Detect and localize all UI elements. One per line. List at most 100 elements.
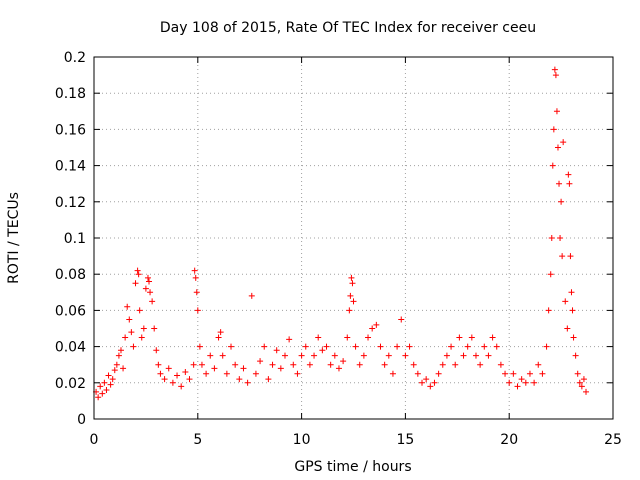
data-point <box>431 379 438 386</box>
data-point <box>174 372 181 379</box>
data-point <box>95 394 102 401</box>
data-point <box>294 370 301 377</box>
data-point <box>559 253 566 260</box>
data-point <box>381 361 388 368</box>
data-point <box>182 368 189 375</box>
data-point <box>142 285 149 292</box>
x-tick-label: 10 <box>293 432 311 448</box>
data-point <box>290 361 297 368</box>
data-point <box>153 347 160 354</box>
data-point <box>489 334 496 341</box>
data-point <box>549 162 556 169</box>
data-point <box>122 334 129 341</box>
data-point <box>493 343 500 350</box>
x-axis-label: GPS time / hours <box>294 459 411 475</box>
data-point <box>115 352 122 359</box>
data-point <box>103 387 110 394</box>
data-point <box>232 361 239 368</box>
data-point <box>554 144 561 151</box>
data-point <box>311 352 318 359</box>
data-point <box>435 370 442 377</box>
data-point <box>105 372 112 379</box>
data-point <box>423 376 430 383</box>
data-point <box>373 321 380 328</box>
data-point <box>126 316 133 323</box>
data-point <box>545 307 552 314</box>
data-point <box>286 336 293 343</box>
data-point <box>522 379 529 386</box>
data-point <box>550 126 557 133</box>
data-point <box>217 329 224 336</box>
data-point <box>128 329 135 336</box>
data-point <box>151 325 158 332</box>
data-point <box>576 379 583 386</box>
data-point <box>556 180 563 187</box>
data-point <box>298 352 305 359</box>
data-point <box>570 334 577 341</box>
data-point <box>485 352 492 359</box>
data-point <box>572 352 579 359</box>
data-point <box>244 379 251 386</box>
data-point <box>369 325 376 332</box>
data-point <box>543 343 550 350</box>
data-point <box>215 334 222 341</box>
data-point <box>514 383 521 390</box>
data-point <box>273 347 280 354</box>
y-tick-label: 0.18 <box>55 86 86 102</box>
data-point <box>460 352 467 359</box>
data-point <box>349 280 356 287</box>
data-point <box>269 361 276 368</box>
data-point <box>161 376 168 383</box>
data-point <box>340 358 347 365</box>
data-point <box>196 343 203 350</box>
data-point <box>506 379 513 386</box>
data-point <box>178 383 185 390</box>
data-point <box>165 365 172 372</box>
data-point <box>111 367 118 374</box>
data-point <box>348 274 355 281</box>
x-tick-label: 15 <box>396 432 414 448</box>
data-point <box>456 334 463 341</box>
data-point <box>257 358 264 365</box>
x-tick-label: 25 <box>604 432 622 448</box>
data-point <box>406 343 413 350</box>
data-point <box>427 383 434 390</box>
data-point <box>468 334 475 341</box>
data-point <box>481 343 488 350</box>
grid <box>94 57 613 419</box>
y-tick-label: 0.1 <box>64 231 86 247</box>
y-tick-label: 0.06 <box>55 303 86 319</box>
data-point <box>347 292 354 299</box>
data-point <box>394 343 401 350</box>
data-point <box>193 289 200 296</box>
data-point <box>277 365 284 372</box>
data-point <box>146 278 153 285</box>
data-point <box>248 292 255 299</box>
data-point <box>558 198 565 205</box>
data-point <box>207 352 214 359</box>
data-point <box>198 361 205 368</box>
data-point <box>564 325 571 332</box>
data-point <box>568 289 575 296</box>
data-point <box>553 108 560 115</box>
data-point <box>531 379 538 386</box>
x-tick-label: 5 <box>193 432 202 448</box>
data-point <box>569 307 576 314</box>
data-point <box>402 352 409 359</box>
data-point <box>567 253 574 260</box>
data-point <box>377 343 384 350</box>
data-point <box>557 235 564 241</box>
data-point <box>331 352 338 359</box>
data-point <box>335 365 342 372</box>
data-point <box>147 289 154 296</box>
data-point <box>419 379 426 386</box>
plot-frame <box>93 56 614 420</box>
data-point <box>223 370 230 377</box>
data-point <box>356 361 363 368</box>
data-point <box>252 370 259 377</box>
data-point <box>352 343 359 350</box>
data-point <box>134 267 141 274</box>
data-point <box>547 271 554 278</box>
data-point <box>448 343 455 350</box>
